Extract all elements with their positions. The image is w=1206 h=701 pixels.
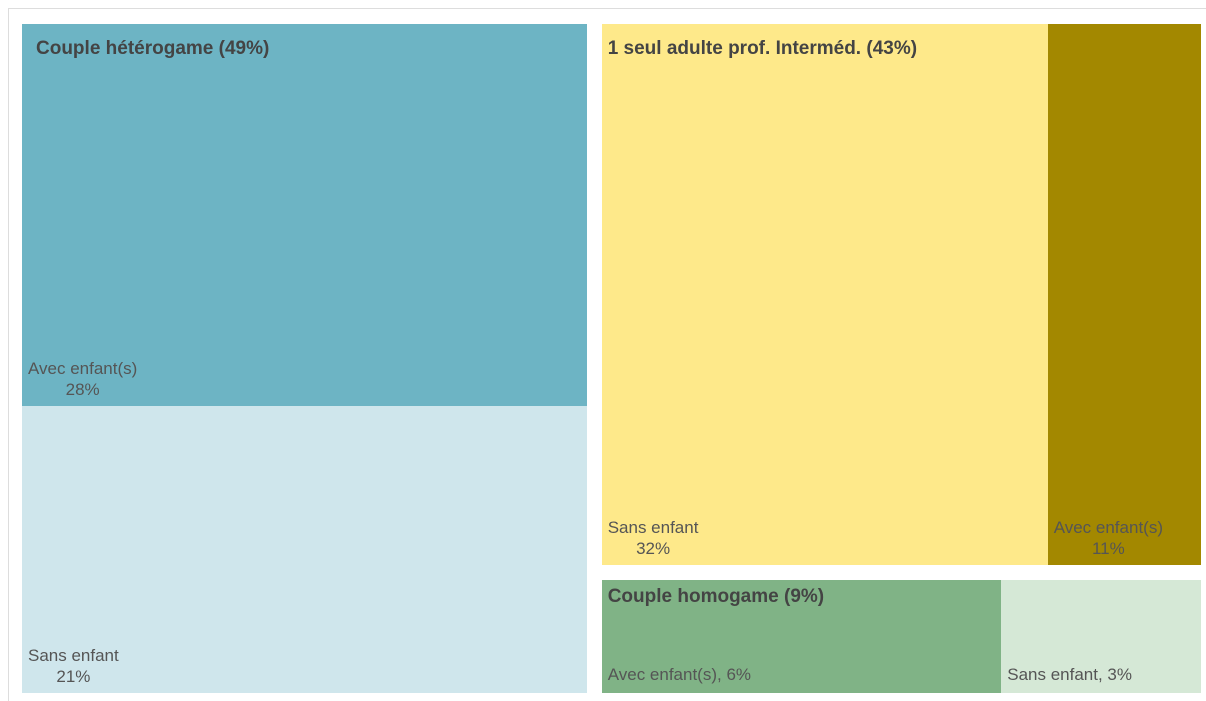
tile	[22, 406, 587, 693]
tile-value: 11%	[1091, 538, 1125, 558]
frame-line	[8, 8, 9, 701]
tile-label: Avec enfant(s) 11%	[1054, 517, 1163, 559]
tile-label: Sans enfant 21%	[28, 645, 119, 687]
tile-name: Sans enfant	[28, 646, 119, 665]
tile-label: Avec enfant(s) 28%	[28, 358, 137, 400]
tile-label: Sans enfant 32%	[608, 517, 699, 559]
tile-name: Avec enfant(s)	[1053, 517, 1163, 537]
tile-value: 32%	[636, 538, 671, 558]
tile	[601, 579, 1002, 693]
tile	[22, 24, 587, 407]
frame-line	[8, 8, 1206, 9]
tile	[1001, 579, 1201, 693]
tile-label: Sans enfant, 3%	[1007, 665, 1132, 684]
tile-label: Avec enfant(s), 6%	[607, 665, 752, 684]
tile-name: Sans enfant	[607, 517, 699, 537]
tile-value: 21%	[56, 667, 91, 686]
group-title: Couple hétérogame (49%)	[36, 38, 270, 59]
tile	[1047, 24, 1201, 565]
tile	[601, 24, 1048, 565]
group-title: Couple homogame (9%)	[607, 585, 825, 607]
tile-name: Avec enfant(s)	[28, 359, 138, 379]
tile-value: 28%	[65, 380, 100, 400]
group-title: 1 seul adulte prof. Interméd. (43%)	[607, 38, 918, 59]
